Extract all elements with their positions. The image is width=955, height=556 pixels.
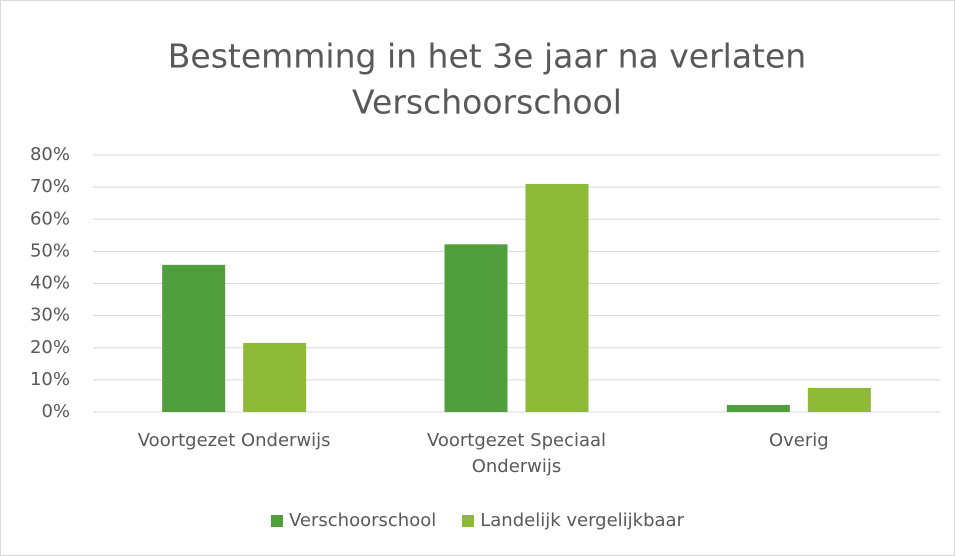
x-tick-label: Voortgezet Onderwijs	[137, 430, 331, 451]
y-tick-label: 40%	[30, 273, 70, 294]
bar	[525, 183, 589, 412]
x-tick-label: Voortgezet Speciaal Onderwijs	[426, 430, 607, 477]
y-tick-label: 0%	[41, 401, 70, 422]
legend-swatch	[462, 514, 475, 527]
chart-title: Verschoorschool	[352, 83, 622, 122]
bar	[162, 264, 226, 412]
y-tick-label: 60%	[30, 208, 70, 229]
legend: Verschoorschool Landelijk vergelijkbaar	[0, 510, 955, 531]
legend-item: Landelijk vergelijkbaar	[462, 510, 684, 531]
y-tick-label: 80%	[30, 144, 70, 165]
y-tick-label: 50%	[30, 240, 70, 261]
bar	[243, 342, 307, 412]
legend-swatch	[271, 514, 284, 527]
bar	[444, 244, 508, 412]
y-tick-label: 70%	[30, 176, 70, 197]
y-tick-label: 20%	[30, 337, 70, 358]
chart-title: Bestemming in het 3e jaar na verlaten	[168, 37, 806, 76]
y-tick-label: 30%	[30, 305, 70, 326]
x-tick-label: Overig	[768, 430, 829, 451]
legend-label: Landelijk vergelijkbaar	[480, 510, 684, 531]
legend-item: Verschoorschool	[271, 510, 436, 531]
bar	[726, 404, 790, 412]
bar	[807, 387, 871, 412]
y-tick-label: 10%	[30, 369, 70, 390]
legend-label: Verschoorschool	[289, 510, 437, 531]
